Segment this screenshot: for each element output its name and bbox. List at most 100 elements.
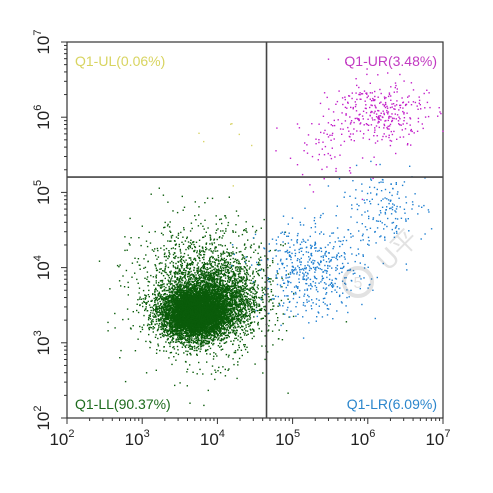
scatter-point bbox=[190, 341, 193, 344]
scatter-point bbox=[177, 353, 180, 356]
scatter-point bbox=[197, 341, 199, 343]
scatter-point bbox=[155, 334, 157, 336]
scatter-point bbox=[188, 297, 190, 299]
scatter-point bbox=[213, 342, 215, 345]
scatter-point bbox=[156, 309, 158, 311]
scatter-point bbox=[229, 300, 232, 302]
scatter-point bbox=[176, 329, 178, 331]
scatter-point bbox=[225, 300, 228, 302]
scatter-point bbox=[227, 329, 230, 331]
scatter-point bbox=[163, 311, 165, 314]
scatter-point bbox=[208, 326, 210, 329]
scatter-point bbox=[165, 318, 167, 321]
scatter-point bbox=[160, 317, 162, 319]
scatter-point bbox=[181, 291, 183, 294]
scatter-point bbox=[166, 312, 168, 315]
scatter-point bbox=[212, 290, 214, 293]
scatter-point bbox=[222, 324, 224, 326]
scatter-point bbox=[179, 297, 181, 299]
scatter-point bbox=[183, 283, 186, 285]
scatter-point bbox=[181, 336, 183, 338]
scatter-point bbox=[166, 306, 169, 308]
scatter-point bbox=[218, 288, 220, 290]
scatter-point bbox=[210, 333, 212, 336]
scatter-point bbox=[189, 322, 192, 325]
scatter-point bbox=[149, 324, 151, 326]
scatter-point bbox=[232, 343, 234, 345]
scatter-point bbox=[159, 311, 161, 313]
scatter-point bbox=[169, 326, 171, 328]
scatter-point bbox=[174, 297, 177, 300]
scatter-point bbox=[163, 319, 165, 322]
scatter-point bbox=[216, 290, 218, 293]
scatter-point bbox=[187, 350, 189, 353]
scatter-point bbox=[218, 326, 220, 328]
scatter-point bbox=[187, 338, 189, 340]
scatter-point bbox=[208, 316, 210, 319]
scatter-point bbox=[180, 330, 182, 332]
scatter-point bbox=[172, 294, 174, 296]
scatter-point bbox=[172, 337, 175, 339]
scatter-point bbox=[189, 288, 192, 291]
scatter-point bbox=[209, 319, 211, 321]
scatter-point bbox=[177, 287, 179, 289]
scatter-point bbox=[221, 325, 223, 327]
scatter-point bbox=[166, 331, 168, 333]
scatter-point bbox=[184, 327, 187, 329]
scatter-point bbox=[175, 286, 177, 289]
scatter-point bbox=[209, 333, 211, 335]
scatter-point bbox=[206, 331, 208, 333]
scatter-point bbox=[189, 296, 191, 298]
scatter-point bbox=[182, 300, 184, 302]
scatter-point bbox=[194, 287, 197, 290]
scatter-point bbox=[201, 325, 203, 327]
scatter-point bbox=[160, 304, 162, 306]
scatter-point bbox=[183, 285, 185, 287]
scatter-point bbox=[233, 287, 236, 289]
scatter-point bbox=[225, 328, 228, 331]
scatter-point bbox=[184, 290, 187, 292]
scatter-point bbox=[175, 324, 177, 326]
scatter-point bbox=[168, 333, 170, 335]
scatter-point bbox=[225, 330, 228, 332]
scatter-point bbox=[188, 344, 190, 346]
scatter-point bbox=[180, 337, 182, 339]
scatter-point bbox=[219, 320, 221, 322]
scatter-point bbox=[163, 330, 166, 332]
scatter-point bbox=[187, 287, 189, 290]
scatter-point bbox=[221, 291, 224, 293]
scatter-point bbox=[194, 323, 196, 325]
scatter-point bbox=[164, 317, 167, 320]
scatter-point bbox=[223, 318, 225, 320]
scatter-point bbox=[168, 306, 170, 308]
scatter-point bbox=[243, 317, 246, 320]
scatter-point bbox=[194, 340, 196, 343]
scatter-point bbox=[206, 319, 208, 322]
scatter-point bbox=[169, 317, 171, 320]
scatter-point bbox=[184, 331, 186, 333]
scatter-point bbox=[166, 301, 169, 303]
scatter-point bbox=[167, 334, 169, 336]
scatter-point bbox=[247, 333, 249, 335]
scatter-point bbox=[206, 290, 209, 293]
scatter-point bbox=[202, 341, 205, 343]
scatter-point bbox=[159, 320, 161, 322]
scatter-point bbox=[206, 308, 208, 310]
scatter-point bbox=[165, 301, 168, 303]
scatter-point bbox=[163, 302, 165, 304]
scatter-point bbox=[239, 313, 242, 316]
scatter-point bbox=[181, 320, 183, 322]
scatter-point bbox=[183, 289, 185, 292]
scatter-point bbox=[204, 338, 206, 340]
scatter-point bbox=[212, 344, 214, 346]
scatter-point bbox=[157, 314, 159, 316]
scatter-point bbox=[235, 320, 238, 322]
scatter-point bbox=[213, 294, 216, 296]
scatter-point bbox=[214, 334, 216, 336]
scatter-point bbox=[200, 315, 203, 317]
scatter-point bbox=[189, 339, 191, 341]
scatter-point bbox=[175, 319, 178, 322]
scatter-point bbox=[156, 300, 159, 302]
scatter-point bbox=[194, 341, 196, 343]
scatter-point bbox=[201, 344, 203, 346]
